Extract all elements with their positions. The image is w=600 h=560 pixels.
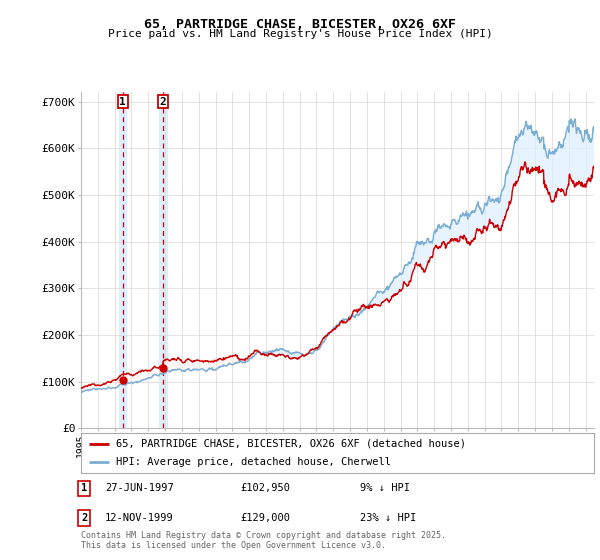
Text: 2: 2: [81, 513, 87, 523]
Text: £129,000: £129,000: [240, 513, 290, 523]
Text: 23% ↓ HPI: 23% ↓ HPI: [360, 513, 416, 523]
Bar: [119, 92, 127, 428]
Text: 9% ↓ HPI: 9% ↓ HPI: [360, 483, 410, 493]
Text: 2: 2: [160, 97, 166, 107]
Text: HPI: Average price, detached house, Cherwell: HPI: Average price, detached house, Cher…: [116, 458, 391, 467]
Text: 1: 1: [81, 483, 87, 493]
Text: 65, PARTRIDGE CHASE, BICESTER, OX26 6XF: 65, PARTRIDGE CHASE, BICESTER, OX26 6XF: [144, 18, 456, 31]
Text: £102,950: £102,950: [240, 483, 290, 493]
Text: Price paid vs. HM Land Registry's House Price Index (HPI): Price paid vs. HM Land Registry's House …: [107, 29, 493, 39]
Text: 1: 1: [119, 97, 126, 107]
Text: 65, PARTRIDGE CHASE, BICESTER, OX26 6XF (detached house): 65, PARTRIDGE CHASE, BICESTER, OX26 6XF …: [116, 439, 466, 449]
Text: 27-JUN-1997: 27-JUN-1997: [105, 483, 174, 493]
Text: 12-NOV-1999: 12-NOV-1999: [105, 513, 174, 523]
Bar: [159, 92, 167, 428]
Text: Contains HM Land Registry data © Crown copyright and database right 2025.
This d: Contains HM Land Registry data © Crown c…: [81, 530, 446, 550]
